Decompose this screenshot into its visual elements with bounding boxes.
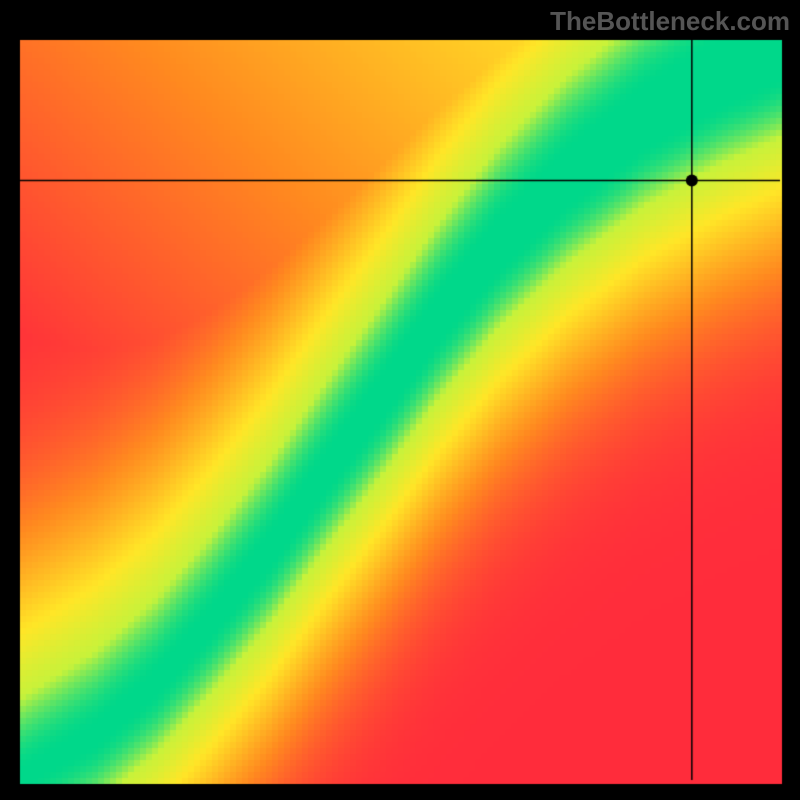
heatmap-canvas (0, 0, 800, 800)
watermark-text: TheBottleneck.com (550, 6, 790, 37)
chart-container: TheBottleneck.com (0, 0, 800, 800)
